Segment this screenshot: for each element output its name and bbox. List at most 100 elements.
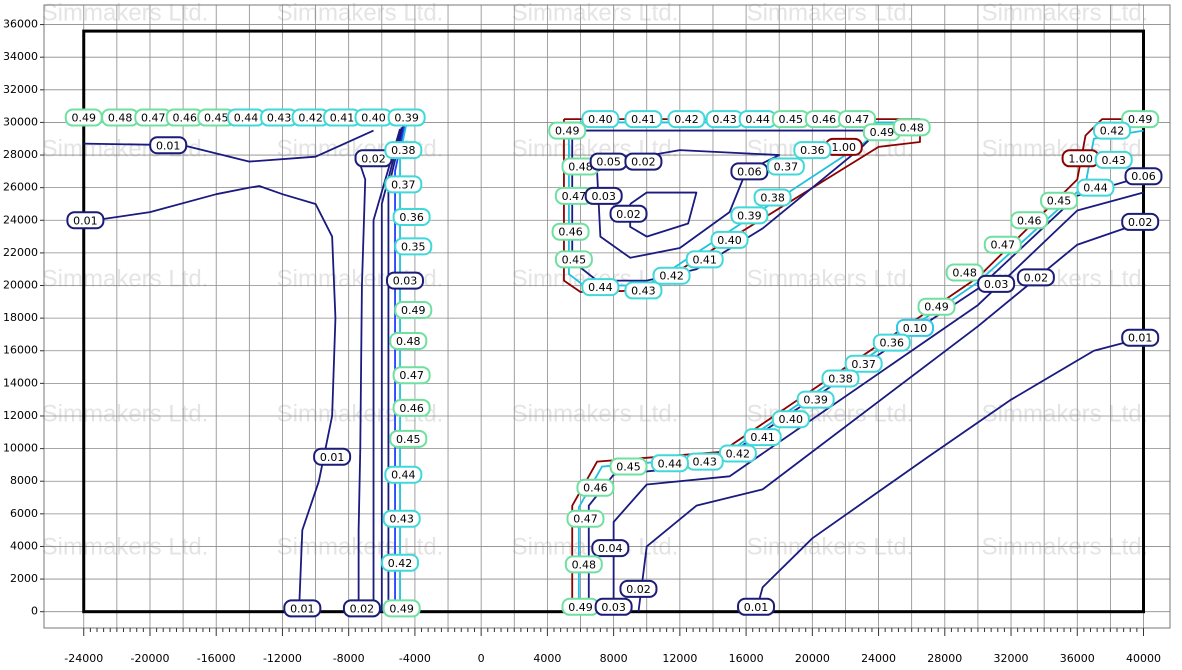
watermark: Simmakers Ltd. xyxy=(747,0,914,26)
contour-label-box xyxy=(584,186,623,205)
x-tick-label: 4000 xyxy=(533,652,561,665)
contour-label-box xyxy=(384,175,423,194)
contour-label-text: 0.38 xyxy=(760,191,785,204)
contour-label: 0.43 xyxy=(382,509,421,528)
contour-label: 0.44 xyxy=(227,108,266,127)
contour-label: 0.03 xyxy=(584,186,623,205)
contour-label-text: 0.36 xyxy=(880,337,905,350)
contour-label-text: 0.44 xyxy=(1083,182,1108,195)
contour-label-text: 0.45 xyxy=(1047,195,1072,208)
contour-label-box xyxy=(1076,178,1115,197)
contour-label-box xyxy=(1016,268,1055,287)
contour-label: 0.06 xyxy=(730,162,769,181)
contour-label-text: 0.45 xyxy=(396,433,421,446)
contour-label-box xyxy=(382,599,421,618)
contour-label-text: 0.35 xyxy=(401,240,426,253)
contour-label: 0.49 xyxy=(561,597,600,616)
contour-line xyxy=(612,191,1144,612)
contour-label-box xyxy=(838,110,877,129)
contour-label-box xyxy=(771,410,810,429)
contour-label: 0.03 xyxy=(977,274,1016,293)
contour-label-text: 0.43 xyxy=(1101,154,1126,167)
contour-label-text: 0.37 xyxy=(391,178,416,191)
contour-label-box xyxy=(66,211,105,230)
contour-label: 0.47 xyxy=(983,235,1022,254)
contour-label: 0.35 xyxy=(394,237,433,256)
contour-label-text: 0.46 xyxy=(399,402,424,415)
contour-label-box xyxy=(652,266,691,285)
contour-label: 0.36 xyxy=(793,141,832,160)
contour-label-box xyxy=(753,188,792,207)
contour-label-text: 0.48 xyxy=(899,121,924,134)
contour-label-box xyxy=(389,331,428,350)
contour-label-text: 0.44 xyxy=(658,457,683,470)
contour-label: 0.43 xyxy=(685,452,724,471)
contour-label-text: 0.43 xyxy=(712,113,737,126)
contour-label-text: 0.49 xyxy=(568,601,593,614)
contour-label: 0.46 xyxy=(551,222,590,241)
contour-label-text: 0.04 xyxy=(598,542,623,555)
contour-label: 0.42 xyxy=(291,108,330,127)
contour-label-text: 0.40 xyxy=(779,413,804,426)
contour-label-box xyxy=(766,157,805,176)
contour-label-text: 0.47 xyxy=(573,513,598,526)
contour-label: 0.45 xyxy=(197,108,236,127)
contour-label: 0.48 xyxy=(564,555,603,574)
contour-label-text: 0.40 xyxy=(717,234,742,247)
y-tick-label: 30000 xyxy=(3,115,38,128)
contour-label: 0.48 xyxy=(945,263,984,282)
contour-line xyxy=(637,221,1144,612)
contour-label-box xyxy=(1121,212,1160,231)
contour-label-box xyxy=(389,429,428,448)
contour-label-box xyxy=(384,465,423,484)
y-tick-label: 22000 xyxy=(3,246,38,259)
contour-label: 0.37 xyxy=(766,157,805,176)
contour-line xyxy=(356,154,367,612)
contour-label: 0.42 xyxy=(1093,121,1132,140)
contour-label: 0.42 xyxy=(652,266,691,285)
contour-label-text: 0.46 xyxy=(173,112,198,125)
contour-label-text: 0.39 xyxy=(737,209,762,222)
y-tick-label: 2000 xyxy=(10,572,38,585)
contour-label: 0.10 xyxy=(895,318,934,337)
contour-label: 0.41 xyxy=(685,250,724,269)
x-tick-label: 28000 xyxy=(927,652,962,665)
contour-label: 0.01 xyxy=(283,599,322,618)
contour-label-text: 0.36 xyxy=(800,144,825,157)
contour-label-box xyxy=(624,110,663,129)
contour-label-text: 0.41 xyxy=(750,431,775,444)
contour-label: 0.48 xyxy=(101,108,140,127)
x-tick-label: -4000 xyxy=(399,652,431,665)
contour-label-text: 0.02 xyxy=(1024,271,1049,284)
contour-label-box xyxy=(392,208,431,227)
contour-label-box xyxy=(650,454,689,473)
y-tick-label: 4000 xyxy=(10,539,38,552)
contour-label: 0.44 xyxy=(650,454,689,473)
contour-label-text: 0.42 xyxy=(1100,125,1125,138)
contour-label-text: 0.45 xyxy=(779,113,804,126)
y-tick-label: 20000 xyxy=(3,279,38,292)
contour-label-box xyxy=(793,141,832,160)
x-tick-label: 40000 xyxy=(1126,652,1161,665)
contour-label: 0.46 xyxy=(804,110,843,129)
contour-label-box xyxy=(394,300,433,319)
contour-label-box xyxy=(737,597,776,616)
contour-label-text: 0.49 xyxy=(1128,113,1153,126)
contour-label: 0.43 xyxy=(1094,150,1133,169)
x-tick-label: -20000 xyxy=(130,652,169,665)
contour-label-box xyxy=(581,110,620,129)
contour-label-text: 0.43 xyxy=(692,456,717,469)
contour-label-text: 0.46 xyxy=(1017,214,1042,227)
contour-label: 0.38 xyxy=(384,141,423,160)
contour-label-text: 0.42 xyxy=(659,270,684,283)
contour-label-text: 0.03 xyxy=(984,278,1009,291)
x-tick-label: -24000 xyxy=(64,652,103,665)
contour-label-box xyxy=(710,230,749,249)
contour-label-box xyxy=(392,398,431,417)
contour-label-text: 0.38 xyxy=(828,372,853,385)
contour-label-box xyxy=(609,204,648,223)
contour-label-text: 0.49 xyxy=(71,112,96,125)
contour-label: 0.01 xyxy=(1121,328,1160,347)
contour-label: 0.02 xyxy=(609,204,648,223)
contour-label-text: 0.06 xyxy=(1131,170,1156,183)
